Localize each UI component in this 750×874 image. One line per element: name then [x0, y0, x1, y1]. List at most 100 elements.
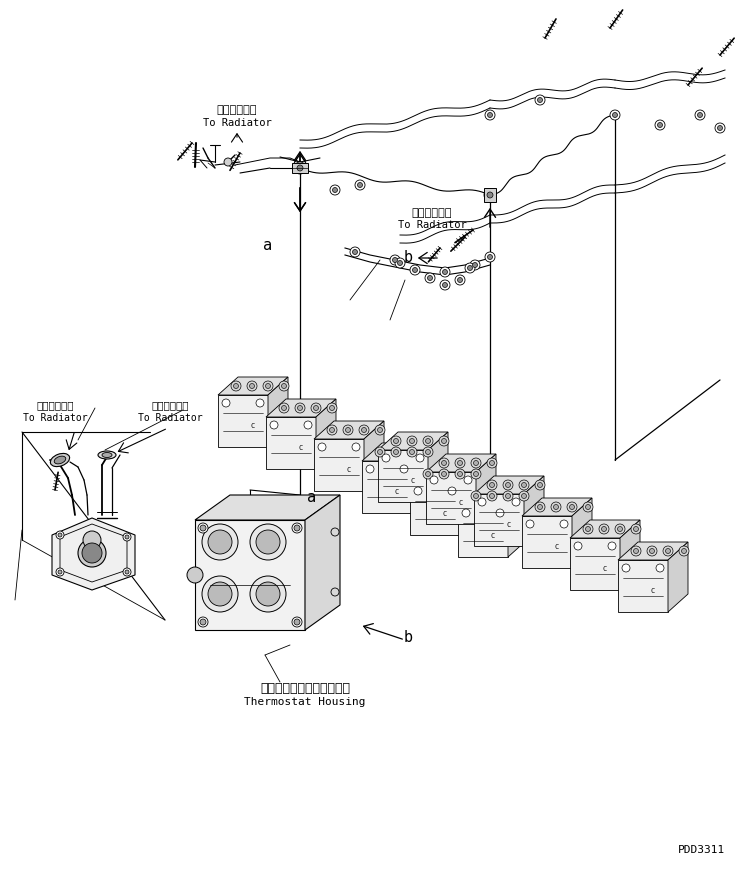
Circle shape: [470, 260, 480, 270]
Ellipse shape: [50, 454, 70, 467]
Text: C: C: [442, 511, 447, 517]
Circle shape: [485, 110, 495, 120]
Circle shape: [487, 480, 497, 490]
Circle shape: [423, 469, 433, 479]
Circle shape: [423, 447, 433, 457]
Circle shape: [634, 526, 638, 531]
Circle shape: [487, 491, 497, 501]
Circle shape: [123, 568, 131, 576]
Circle shape: [410, 265, 420, 275]
Circle shape: [458, 278, 463, 282]
Circle shape: [56, 568, 64, 576]
Text: b: b: [404, 249, 412, 265]
Circle shape: [311, 403, 321, 413]
Circle shape: [439, 458, 449, 468]
Circle shape: [58, 533, 62, 537]
Circle shape: [608, 542, 616, 550]
Text: C: C: [555, 545, 559, 551]
Polygon shape: [620, 520, 640, 590]
Polygon shape: [268, 377, 288, 447]
Circle shape: [414, 487, 422, 495]
Circle shape: [464, 476, 472, 484]
Circle shape: [256, 399, 264, 407]
Polygon shape: [570, 538, 620, 590]
Circle shape: [574, 542, 582, 550]
Polygon shape: [458, 505, 508, 557]
Polygon shape: [52, 518, 135, 590]
Circle shape: [375, 425, 385, 435]
Circle shape: [488, 113, 493, 117]
Polygon shape: [316, 399, 336, 469]
Circle shape: [382, 454, 390, 462]
Circle shape: [352, 443, 360, 451]
Circle shape: [410, 449, 415, 454]
Polygon shape: [412, 443, 432, 513]
Circle shape: [583, 524, 593, 534]
Circle shape: [617, 526, 622, 531]
Circle shape: [377, 427, 382, 433]
Polygon shape: [364, 421, 384, 491]
Text: C: C: [651, 588, 656, 594]
Polygon shape: [524, 476, 544, 546]
Ellipse shape: [102, 453, 112, 457]
Circle shape: [439, 469, 449, 479]
Circle shape: [715, 123, 725, 133]
Polygon shape: [195, 495, 340, 520]
Circle shape: [400, 465, 408, 473]
Circle shape: [615, 524, 625, 534]
Circle shape: [602, 526, 607, 531]
Circle shape: [366, 465, 374, 473]
Text: C: C: [394, 489, 399, 496]
Circle shape: [567, 502, 577, 512]
Circle shape: [266, 384, 271, 389]
Circle shape: [442, 471, 446, 476]
Polygon shape: [378, 450, 428, 502]
Circle shape: [440, 267, 450, 277]
Circle shape: [298, 406, 302, 411]
Circle shape: [526, 520, 534, 528]
Circle shape: [58, 570, 62, 574]
Circle shape: [294, 162, 306, 174]
Polygon shape: [266, 417, 316, 469]
Polygon shape: [410, 483, 460, 535]
Circle shape: [506, 494, 511, 498]
Circle shape: [390, 255, 400, 265]
Circle shape: [256, 582, 280, 606]
Circle shape: [78, 539, 106, 567]
Polygon shape: [476, 454, 496, 524]
Text: C: C: [346, 468, 351, 473]
Circle shape: [485, 252, 495, 262]
Circle shape: [231, 381, 241, 391]
Polygon shape: [522, 516, 572, 568]
Circle shape: [506, 482, 511, 488]
Circle shape: [471, 491, 481, 501]
Circle shape: [247, 381, 257, 391]
Circle shape: [425, 449, 430, 454]
Circle shape: [292, 617, 302, 627]
Circle shape: [647, 546, 657, 556]
Circle shape: [250, 384, 254, 389]
Circle shape: [250, 524, 286, 560]
Circle shape: [473, 494, 478, 498]
Polygon shape: [458, 487, 528, 505]
Circle shape: [488, 254, 493, 260]
Circle shape: [198, 617, 208, 627]
Circle shape: [471, 469, 481, 479]
Polygon shape: [618, 542, 688, 560]
Circle shape: [487, 458, 497, 468]
Circle shape: [314, 406, 319, 411]
Circle shape: [394, 439, 398, 443]
Circle shape: [535, 480, 545, 490]
Circle shape: [503, 480, 513, 490]
Circle shape: [538, 504, 542, 510]
Circle shape: [125, 570, 129, 574]
Circle shape: [538, 98, 542, 102]
Text: ラジェータへ: ラジェータへ: [152, 400, 189, 410]
Circle shape: [430, 476, 438, 484]
Text: To Radiator: To Radiator: [202, 118, 272, 128]
Circle shape: [395, 258, 405, 268]
Circle shape: [279, 403, 289, 413]
Circle shape: [440, 280, 450, 290]
Circle shape: [125, 535, 129, 539]
Circle shape: [281, 384, 286, 389]
